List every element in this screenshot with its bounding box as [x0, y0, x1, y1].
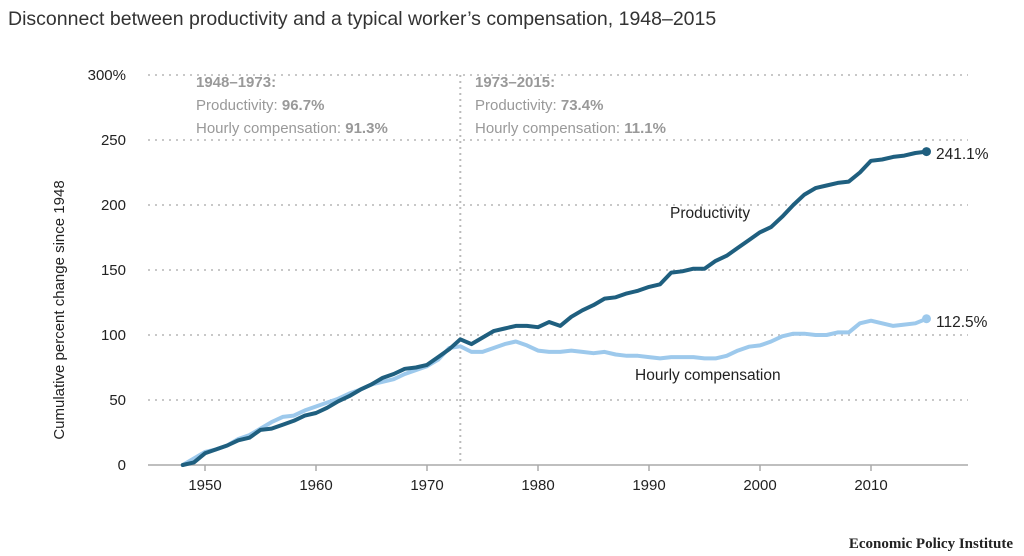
annotation-compensation: Hourly compensation: 91.3%: [196, 120, 388, 137]
series-label-productivity: Productivity: [670, 205, 750, 222]
y-tick-label: 200: [101, 197, 126, 214]
x-tick-label: 2010: [854, 477, 887, 494]
end-point-compensation: [922, 314, 931, 324]
x-tick-label: 1990: [632, 477, 665, 494]
gridlines: [148, 74, 968, 466]
y-tick-label: 100: [101, 327, 126, 344]
x-tick-label: 1960: [299, 477, 332, 494]
x-tick-label: 2000: [743, 477, 776, 494]
annotation-heading: 1973–2015:: [475, 74, 555, 91]
x-tick-label: 1950: [188, 477, 221, 494]
x-tick-label: 1970: [410, 477, 443, 494]
series-label-compensation: Hourly compensation: [635, 367, 781, 384]
end-label-compensation: 112.5%: [936, 314, 988, 331]
annotation-1973-2015: 1973–2015: Productivity: 73.4% Hourly co…: [475, 74, 666, 137]
x-axis-ticks: 1950 1960 1970 1980 1990 2000 2010: [188, 465, 888, 494]
y-tick-label: 0: [118, 457, 126, 474]
chart-title: Disconnect between productivity and a ty…: [8, 8, 716, 30]
annotation-heading: 1948–1973:: [196, 74, 276, 91]
y-tick-label: 250: [101, 132, 126, 149]
y-axis-ticks: 0 50 100 150 200 250 300%: [88, 67, 126, 474]
y-axis-label: Cumulative percent change since 1948: [51, 180, 68, 439]
y-tick-label: 50: [109, 392, 126, 409]
end-point-productivity: [922, 147, 931, 157]
series-line-productivity: [180, 149, 929, 467]
annotation-compensation: Hourly compensation: 11.1%: [475, 120, 666, 137]
series-line-compensation: [180, 316, 929, 467]
x-tick-label: 1980: [521, 477, 554, 494]
y-tick-label: 150: [101, 262, 126, 279]
annotation-1948-1973: 1948–1973: Productivity: 96.7% Hourly co…: [196, 74, 388, 137]
y-tick-label: 300%: [88, 67, 126, 84]
series-lines: [180, 147, 931, 467]
end-label-productivity: 241.1%: [936, 146, 989, 163]
source-footer: Economic Policy Institute: [849, 536, 1013, 552]
annotation-productivity: Productivity: 96.7%: [196, 97, 324, 114]
annotation-productivity: Productivity: 73.4%: [475, 97, 603, 114]
